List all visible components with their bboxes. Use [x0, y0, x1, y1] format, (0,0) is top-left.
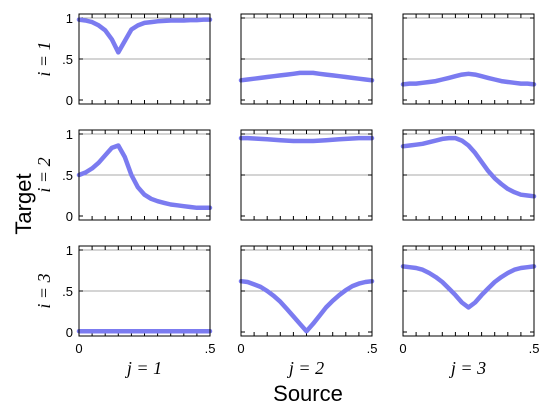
panels-group: 0.510.510.510.5 0.5 0.5 — [62, 11, 539, 356]
y-tick-label: 0 — [66, 325, 73, 340]
panel-frame — [402, 245, 535, 337]
panel-1-2 — [238, 13, 375, 105]
col-label: j = 2 — [287, 358, 324, 378]
x-tick-label: 0 — [75, 341, 82, 356]
panel-1-3 — [400, 13, 537, 105]
row-labels: i = 1 i = 2 i = 3 — [34, 41, 54, 308]
panel-2-3 — [400, 129, 537, 221]
y-tick-label: .5 — [62, 52, 73, 67]
col-label: j = 1 — [125, 358, 162, 378]
panel-frame — [78, 129, 211, 221]
series-line — [400, 264, 537, 310]
y-tick-label: .5 — [62, 168, 73, 183]
row-label: i = 2 — [34, 157, 54, 192]
x-tick-label: .5 — [367, 341, 378, 356]
series-line — [76, 17, 213, 55]
x-tick-label: 0 — [237, 341, 244, 356]
series-line — [238, 70, 375, 83]
panel-frame — [402, 129, 535, 221]
panel-1-1: 0.51 — [62, 11, 213, 108]
panel-3-2: 0.5 — [237, 245, 378, 356]
x-tick-label: .5 — [529, 341, 540, 356]
y-tick-label: 1 — [66, 243, 73, 258]
row-label: i = 3 — [34, 273, 54, 308]
series-line — [400, 71, 537, 87]
y-tick-label: 0 — [66, 93, 73, 108]
panel-2-1: 0.51 — [62, 127, 213, 224]
panel-frame — [402, 13, 535, 105]
panel-frame — [240, 13, 373, 105]
x-tick-label: .5 — [205, 341, 216, 356]
series-line — [238, 135, 375, 144]
figure-ylabel: Target — [11, 173, 36, 234]
series-line — [238, 278, 375, 334]
y-tick-label: .5 — [62, 284, 73, 299]
series-line — [76, 143, 213, 211]
col-labels: j = 1 j = 2 j = 3 — [125, 358, 486, 378]
panel-frame — [78, 245, 211, 337]
panel-2-2 — [238, 129, 375, 221]
panel-frame — [240, 129, 373, 221]
y-tick-label: 0 — [66, 209, 73, 224]
figure-xlabel: Source — [273, 381, 343, 406]
panel-3-1: 0 .5 1 0 .5 — [62, 243, 215, 356]
row-label: i = 1 — [34, 41, 54, 76]
y-tick-label: 1 — [66, 11, 73, 26]
y-tick-label: 1 — [66, 127, 73, 142]
series-line — [400, 135, 537, 199]
col-label: j = 3 — [449, 358, 486, 378]
panel-frame — [78, 13, 211, 105]
panel-frame — [240, 245, 373, 337]
x-tick-label: 0 — [399, 341, 406, 356]
panel-3-3: 0.5 — [399, 245, 540, 356]
